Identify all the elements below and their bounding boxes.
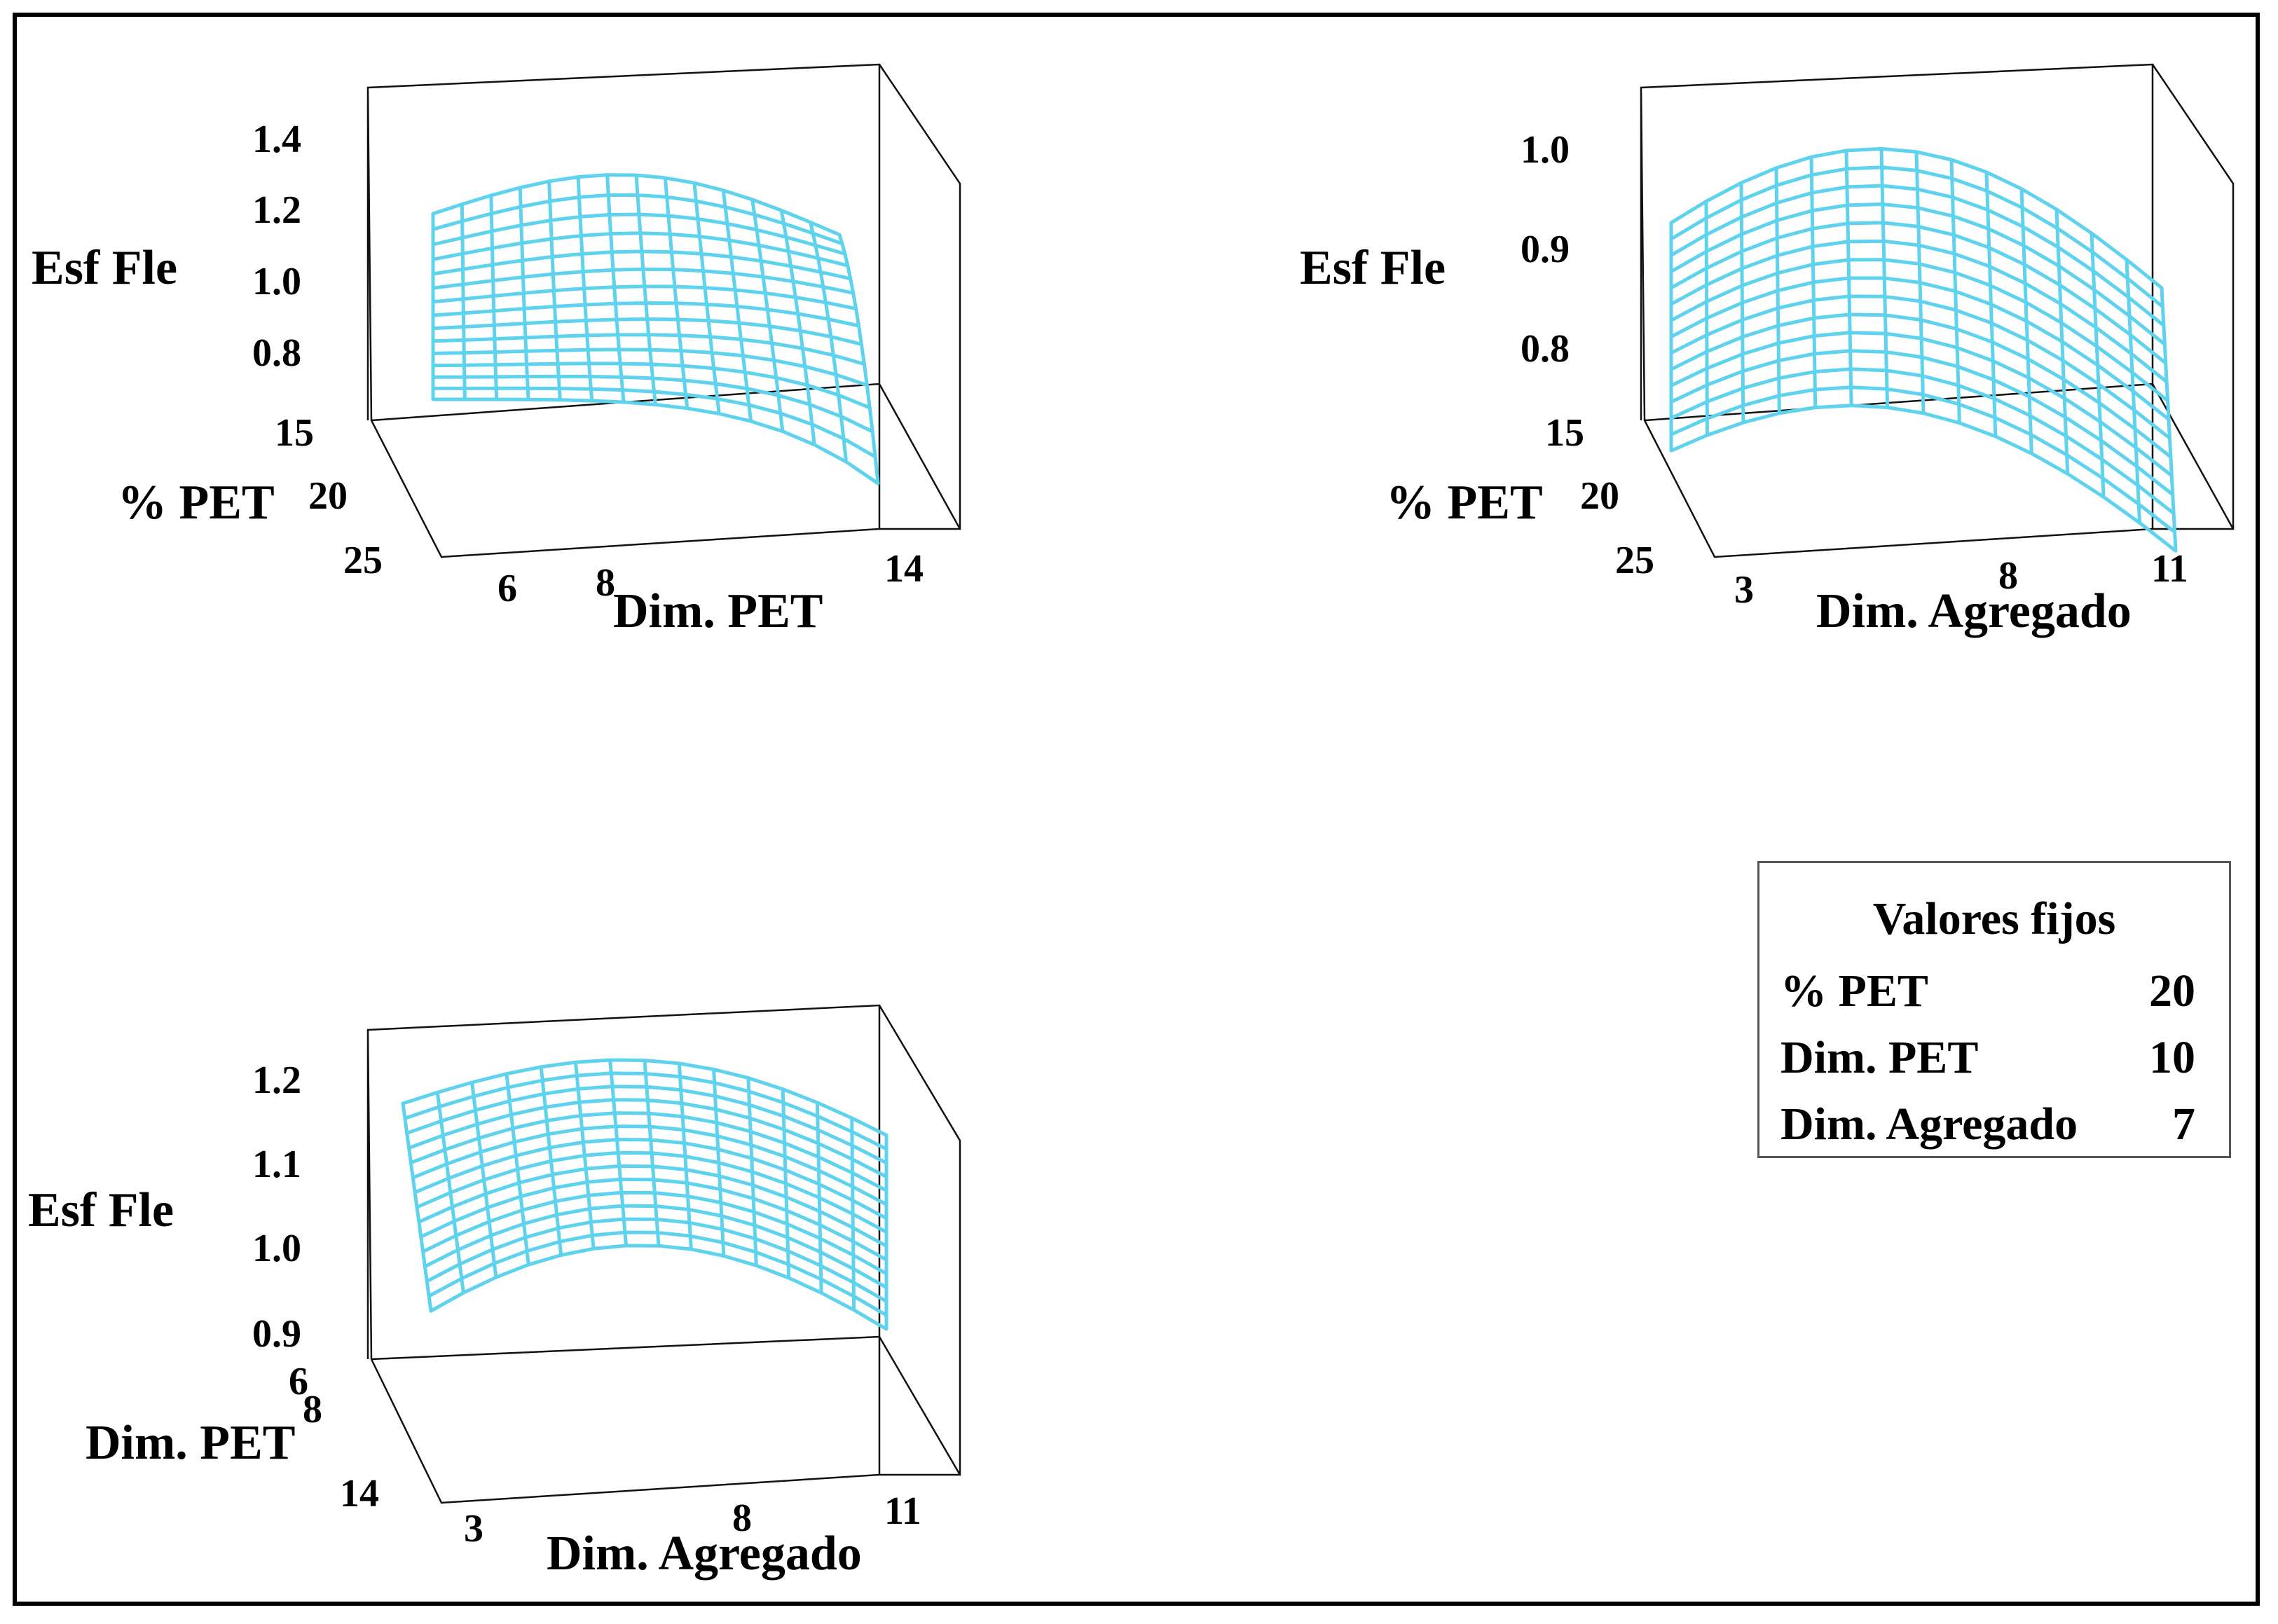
plot2-xtick: 8 — [1998, 554, 2018, 598]
plot1-box — [366, 63, 961, 558]
plot2-ztick: 0.8 — [1521, 327, 1570, 371]
plot1-ytick: 25 — [343, 539, 383, 582]
surface-plot-2: Esf Fle 1.0 0.9 0.8 15 20 25 % PET 3 8 1… — [1300, 63, 2235, 638]
plot3-xtick: 8 — [732, 1496, 752, 1540]
legend-value: 7 — [2172, 1099, 2195, 1150]
plot2-xtick: 3 — [1734, 568, 1754, 612]
plot2-ylabel: % PET — [1386, 476, 1543, 530]
plot2-ytick: 20 — [1580, 474, 1619, 518]
plot2-ytick: 15 — [1545, 411, 1584, 455]
legend-row: % PET 20 — [1780, 965, 2195, 1018]
plot3-ztick: 1.1 — [252, 1143, 301, 1186]
legend-title: Valores fijos — [1872, 893, 2116, 944]
fixed-values-legend: Valores fijos % PET 20 Dim. PET 10 Dim. … — [1757, 861, 2231, 1158]
plot3-zlabel: Esf Fle — [28, 1183, 174, 1237]
plot3-xtick: 3 — [464, 1507, 483, 1550]
plot1-ztick: 1.0 — [252, 260, 301, 303]
plot3-surface-mesh — [401, 1058, 888, 1331]
plot2-box — [1640, 63, 2235, 558]
plot1-surface-mesh — [431, 173, 880, 486]
legend-row: Dim. Agregado 7 — [1780, 1098, 2195, 1151]
plot3-ytick: 6 — [289, 1360, 308, 1403]
plot3-ylabel: Dim. PET — [85, 1416, 295, 1470]
plot3-ztick: 1.0 — [252, 1227, 301, 1270]
plot1-ztick: 1.2 — [252, 188, 301, 232]
plot1-ztick: 0.8 — [252, 331, 301, 375]
legend-label: Dim. Agregado — [1780, 1099, 2078, 1150]
plot1-ylabel: % PET — [118, 476, 275, 530]
figure-frame — [13, 13, 2260, 1606]
plot3-xtick: 11 — [884, 1489, 921, 1533]
plot1-ytick: 15 — [275, 411, 314, 455]
plot3-ztick: 0.9 — [252, 1312, 301, 1356]
plot2-ytick: 25 — [1615, 539, 1654, 582]
plot1-ztick: 1.4 — [252, 118, 301, 161]
plot2-ztick: 0.9 — [1521, 228, 1570, 271]
plot2-xtick: 11 — [2151, 547, 2188, 591]
plot1-xtick: 14 — [884, 547, 924, 591]
legend-value: 10 — [2149, 1032, 2195, 1083]
plot1-xtick: 6 — [498, 567, 517, 610]
plot1-xtick: 8 — [596, 561, 615, 605]
plot1-zlabel: Esf Fle — [32, 241, 177, 295]
plot1-ytick: 20 — [308, 474, 348, 518]
plot3-ytick: 14 — [340, 1472, 379, 1515]
plot3-box — [366, 1004, 961, 1504]
legend-label: Dim. PET — [1780, 1032, 1979, 1083]
legend-row: Dim. PET 10 — [1780, 1031, 2195, 1085]
plot2-surface-mesh — [1669, 146, 2178, 553]
legend-value: 20 — [2149, 965, 2195, 1017]
plot3-ytick: 8 — [303, 1388, 322, 1431]
plot3-ztick: 1.2 — [252, 1059, 301, 1102]
plot2-xlabel: Dim. Agregado — [1816, 584, 2132, 638]
surface-plot-3: Esf Fle 1.2 1.1 1.0 0.9 6 8 14 Dim. PET … — [28, 1004, 961, 1581]
plot3-xlabel: Dim. Agregado — [547, 1527, 862, 1581]
plot2-zlabel: Esf Fle — [1300, 241, 1446, 295]
legend-label: % PET — [1780, 965, 1928, 1017]
plot2-ztick: 1.0 — [1521, 128, 1570, 172]
plot1-xlabel: Dim. PET — [613, 584, 823, 638]
surface-plot-1: Esf Fle 1.4 1.2 1.0 0.8 15 20 25 % PET 6… — [32, 63, 961, 638]
